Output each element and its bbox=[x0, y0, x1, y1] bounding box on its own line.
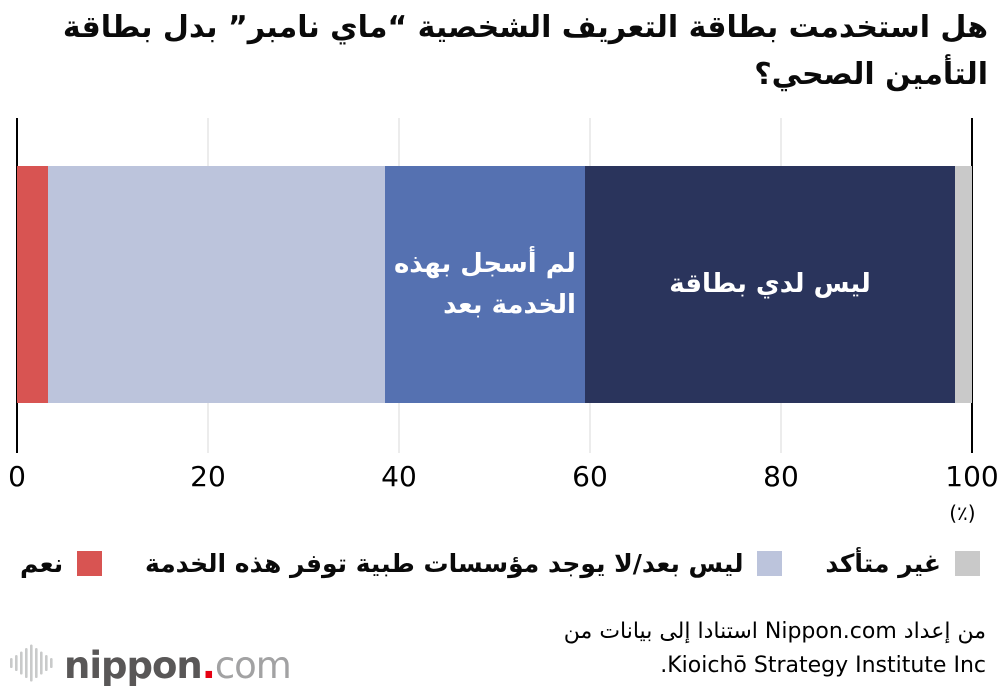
stacked-bar: لم أسجل بهذه الخدمة بعد ليس لدي بطاقة bbox=[17, 166, 972, 403]
chart-title-line1: هل استخدمت بطاقة التعريف الشخصية “ماي نا… bbox=[62, 10, 989, 45]
x-tick-label: 0 bbox=[8, 460, 26, 493]
chart-title: هل استخدمت بطاقة التعريف الشخصية “ماي نا… bbox=[12, 5, 989, 98]
x-tick-label: 60 bbox=[572, 460, 608, 493]
logo-text-main: nippon bbox=[64, 643, 203, 687]
bar-segment-label: لم أسجل بهذه الخدمة بعد bbox=[393, 249, 576, 320]
bar-segment-2 bbox=[47, 166, 385, 403]
bar-segment-4: ليس لدي بطاقة bbox=[585, 166, 955, 403]
legend-item-2: ليس بعد/لا يوجد مؤسسات طبية توفر هذه الخ… bbox=[145, 549, 783, 578]
legend-label: ليس بعد/لا يوجد مؤسسات طبية توفر هذه الخ… bbox=[145, 549, 744, 578]
nippon-logo-text: nippon.com bbox=[64, 643, 292, 687]
nippon-logo: nippon.com bbox=[10, 642, 292, 688]
legend-label: غير متأكد bbox=[825, 549, 941, 578]
legend-item-3: نعم bbox=[20, 549, 103, 578]
source-credit: من إعداد Nippon.com استنادا إلى بيانات م… bbox=[564, 615, 986, 683]
axis-unit-label: (٪) bbox=[949, 501, 976, 525]
legend-item-1: غير متأكد bbox=[825, 549, 980, 578]
bar-segment-label: ليس لدي بطاقة bbox=[669, 269, 871, 300]
chart-plot-area: لم أسجل بهذه الخدمة بعد ليس لدي بطاقة 0 20… bbox=[8, 118, 999, 525]
legend-label: نعم bbox=[20, 549, 64, 578]
bar-segment-1 bbox=[17, 166, 48, 403]
source-credit-line2: Kioichō Strategy Institute Inc. bbox=[660, 653, 986, 679]
legend-swatch bbox=[955, 551, 980, 576]
legend: غير متأكد ليس بعد/لا يوجد مؤسسات طبية توف… bbox=[20, 549, 980, 578]
legend-swatch bbox=[757, 551, 783, 576]
logo-text-dot: . bbox=[201, 643, 216, 687]
chart-title-line2: التأمين الصحي؟ bbox=[754, 56, 988, 92]
bar-segment-3: لم أسجل بهذه الخدمة بعد bbox=[384, 166, 586, 403]
axis-line bbox=[971, 118, 973, 453]
x-tick-label: 20 bbox=[190, 460, 226, 493]
x-tick-label: 80 bbox=[763, 460, 799, 493]
x-tick-label: 40 bbox=[381, 460, 417, 493]
logo-text-suffix: com bbox=[214, 643, 292, 687]
source-credit-line1: من إعداد Nippon.com استنادا إلى بيانات م… bbox=[563, 619, 986, 644]
legend-swatch bbox=[77, 551, 103, 576]
soundwave-bars-icon bbox=[10, 642, 54, 688]
x-tick-label: 100 bbox=[945, 460, 999, 493]
bar-segment-5 bbox=[954, 166, 972, 403]
